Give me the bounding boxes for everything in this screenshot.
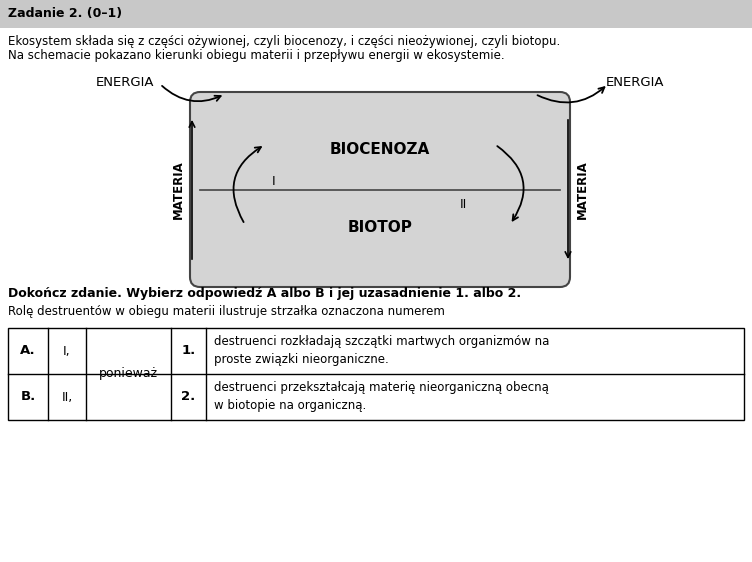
Text: ponieważ: ponieważ [99, 368, 158, 380]
Text: 1.: 1. [181, 345, 196, 357]
Text: MATERIA: MATERIA [575, 160, 589, 219]
FancyBboxPatch shape [190, 92, 570, 287]
Bar [0, 0, 752, 28]
Text: I,: I, [63, 345, 71, 357]
Text: B.: B. [20, 391, 35, 404]
Text: A.: A. [20, 345, 36, 357]
Text: II: II [460, 198, 467, 211]
Text: w biotopie na organiczną.: w biotopie na organiczną. [214, 400, 366, 413]
Text: II,: II, [62, 391, 73, 404]
Text: Rolę destruentów w obiegu materii ilustruje strzałka oznaczona numerem: Rolę destruentów w obiegu materii ilustr… [8, 306, 445, 319]
Text: BIOCENOZA: BIOCENOZA [330, 142, 430, 157]
Text: MATERIA: MATERIA [171, 160, 184, 219]
Text: ENERGIA: ENERGIA [96, 75, 154, 88]
Text: Na schemacie pokazano kierunki obiegu materii i przepływu energii w ekosystemie.: Na schemacie pokazano kierunki obiegu ma… [8, 49, 505, 62]
Text: I: I [272, 175, 276, 188]
Text: destruenci rozkładają szczątki martwych organizmów na: destruenci rozkładają szczątki martwych … [214, 336, 550, 348]
Text: Dokończ zdanie. Wybierz odpowiedź A albo B i jej uzasadnienie 1. albo 2.: Dokończ zdanie. Wybierz odpowiedź A albo… [8, 288, 521, 301]
Text: Zadanie 2. (0–1): Zadanie 2. (0–1) [8, 7, 122, 20]
Text: ENERGIA: ENERGIA [606, 75, 664, 88]
Text: BIOTOP: BIOTOP [347, 220, 412, 235]
Bar [8, 328, 744, 420]
Text: Ekosystem składa się z części ożywionej, czyli biocenozy, i części nieożywionej,: Ekosystem składa się z części ożywionej,… [8, 35, 560, 48]
Text: 2.: 2. [181, 391, 196, 404]
Text: proste związki nieorganiczne.: proste związki nieorganiczne. [214, 353, 389, 366]
Text: destruenci przekształcają materię nieorganiczną obecną: destruenci przekształcają materię nieorg… [214, 382, 549, 395]
